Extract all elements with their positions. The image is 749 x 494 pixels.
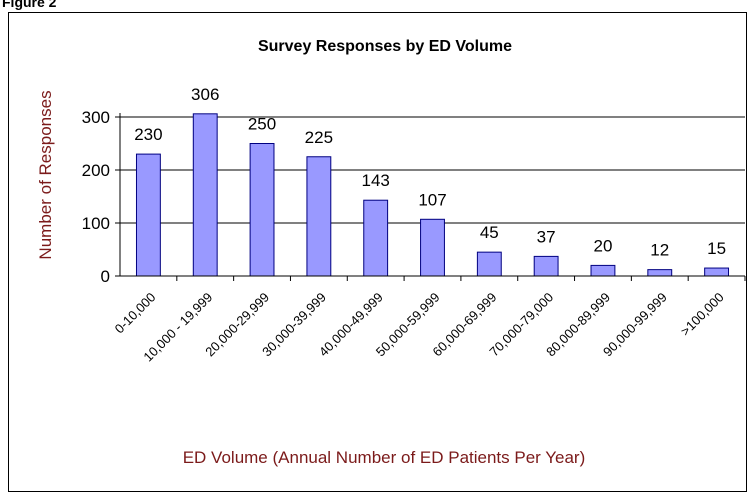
data-label-7: 37 <box>537 227 556 246</box>
chart-frame <box>8 12 747 492</box>
x-tick-label-0: 0-10,000 <box>112 290 159 337</box>
bars <box>135 113 730 277</box>
data-label-6: 45 <box>480 223 499 242</box>
bar-9 <box>647 269 673 277</box>
bar-5 <box>420 218 445 277</box>
data-label-2: 250 <box>248 115 276 134</box>
data-label-0: 230 <box>134 125 162 144</box>
y-tick-label-0: 0 <box>101 267 110 286</box>
data-label-5: 107 <box>418 190 446 209</box>
bar-1 <box>192 113 218 277</box>
y-tick-label-100: 100 <box>82 214 110 233</box>
data-labels: 230 306 250 225 143 107 45 37 20 12 15 <box>134 85 726 260</box>
y-tick-labels: 0 100 200 300 <box>82 108 110 286</box>
y-axis-title: Number of Responses <box>36 90 55 259</box>
bar-8 <box>590 264 616 277</box>
bar-6 <box>476 251 502 277</box>
chart-title: Survey Responses by ED Volume <box>258 38 512 55</box>
bar-7 <box>533 255 559 277</box>
data-label-10: 15 <box>707 239 726 258</box>
x-axis-title: ED Volume (Annual Number of ED Patients … <box>183 448 586 467</box>
y-tick-label-300: 300 <box>82 108 110 127</box>
bar-10 <box>704 267 730 277</box>
x-tick-label-10: >100,000 <box>678 290 727 339</box>
data-label-9: 12 <box>650 241 669 260</box>
y-tick-label-200: 200 <box>82 161 110 180</box>
data-label-8: 20 <box>593 236 612 255</box>
bar-3 <box>306 156 332 277</box>
bar-0 <box>135 153 161 277</box>
data-label-1: 306 <box>191 85 219 104</box>
bar-2 <box>249 143 275 277</box>
bar-4 <box>363 199 389 277</box>
figure-label: Figure 2 <box>2 0 57 10</box>
axes <box>115 113 746 281</box>
data-label-3: 225 <box>305 128 333 147</box>
data-label-4: 143 <box>361 171 389 190</box>
